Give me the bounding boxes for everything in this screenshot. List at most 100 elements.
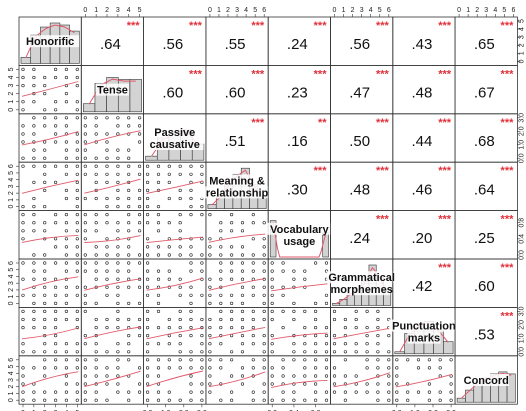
smooth-line [333,372,390,388]
scatter-point [64,285,68,289]
scatter-point [332,382,337,386]
scatter-point [32,326,36,330]
scatter-point [262,342,266,346]
scatter-point [200,390,204,394]
scatter-point [240,221,245,225]
scatter-point [230,221,234,225]
scatter-point [75,164,79,168]
scatter-point [83,140,87,144]
scatter-point [116,196,120,201]
scatter-point [219,326,223,330]
scatter-point [64,164,68,168]
scatter-point [230,317,234,322]
tick-label: 1 [94,7,98,14]
variable-label-background [332,283,391,296]
scatter-point [105,148,109,152]
scatter-point [127,390,131,394]
smooth-line [208,326,266,340]
scatter-point [94,156,98,160]
scatter-point [262,358,266,362]
scatter-point [219,317,223,322]
scatter-point [387,390,391,394]
scatter-point [270,317,274,322]
scatter-point [167,164,171,168]
histogram-bar [332,303,341,306]
scatter-point [449,398,453,402]
scatter-point [200,293,204,297]
correlation-value: .67 [474,85,495,102]
scatter-point [116,148,120,152]
smooth-line [271,379,328,389]
scatter-point [21,342,25,346]
scatter-point [262,269,266,273]
scatter-point [270,293,274,297]
scatter-point [43,326,47,330]
scatter-point [156,374,161,378]
scatter-point [32,221,36,225]
scatter-point [449,382,453,386]
scatter-point [146,164,150,168]
panel-frame [143,258,207,308]
scatter-point [43,277,47,281]
tick-label: 4 [8,274,15,278]
scatter-point [83,164,87,168]
histogram-bar [339,299,348,306]
scatter-point [83,156,87,160]
tick-label: 1 [342,7,346,14]
scatter-point [75,237,79,241]
scatter-point [314,382,318,386]
scatter-point [200,326,204,330]
scatter-point [387,382,391,386]
scatter-point [146,221,150,225]
scatter-point [21,374,25,378]
scatter-point [138,301,142,306]
scatter-point [32,253,36,257]
scatter-point [127,398,131,402]
tick-label: 4 [518,27,525,31]
scatter-point [262,245,266,249]
histogram-bar [69,30,80,64]
scatter-point [146,277,150,281]
scatter-point [240,342,245,346]
tick-label: 5 [8,67,15,71]
histogram-bar [394,351,405,355]
scatter-point [116,156,120,160]
scatter-point [406,358,410,362]
scatter-point [116,237,120,241]
scatter-point [343,350,348,354]
scatter-point [270,366,274,370]
scatter-point [127,301,131,306]
scatter-point [365,309,369,314]
scatter-point [416,390,421,394]
scatter-point [262,237,266,241]
scatter-point [75,188,79,192]
scatter-point [21,75,25,80]
scatter-point [292,269,296,273]
scatter-point [262,309,266,314]
scatter-point [21,83,25,88]
scatter-point [64,148,68,152]
tick-label: 3 [484,7,488,14]
scatter-point [116,205,120,209]
tick-label: 3 [8,281,15,285]
scatter-point [75,366,79,370]
variable-label-background [145,138,204,150]
significance-stars: *** [376,117,390,129]
significance-stars: *** [501,20,515,32]
scatter-point [156,221,161,225]
scatter-point [105,132,109,136]
scatter-point [208,301,212,306]
scatter-point [43,350,47,354]
scatter-point [127,188,131,192]
scatter-point [146,398,150,402]
scatter-point [343,382,348,386]
scatter-point [53,309,58,314]
scatter-point [32,132,36,136]
scatter-point [75,148,79,152]
scatter-point [21,293,25,297]
scatter-point [178,398,182,402]
scatter-point [262,285,266,289]
tick-label: 0 [208,7,212,14]
scatter-point [146,334,150,338]
scatter-point [64,188,68,192]
